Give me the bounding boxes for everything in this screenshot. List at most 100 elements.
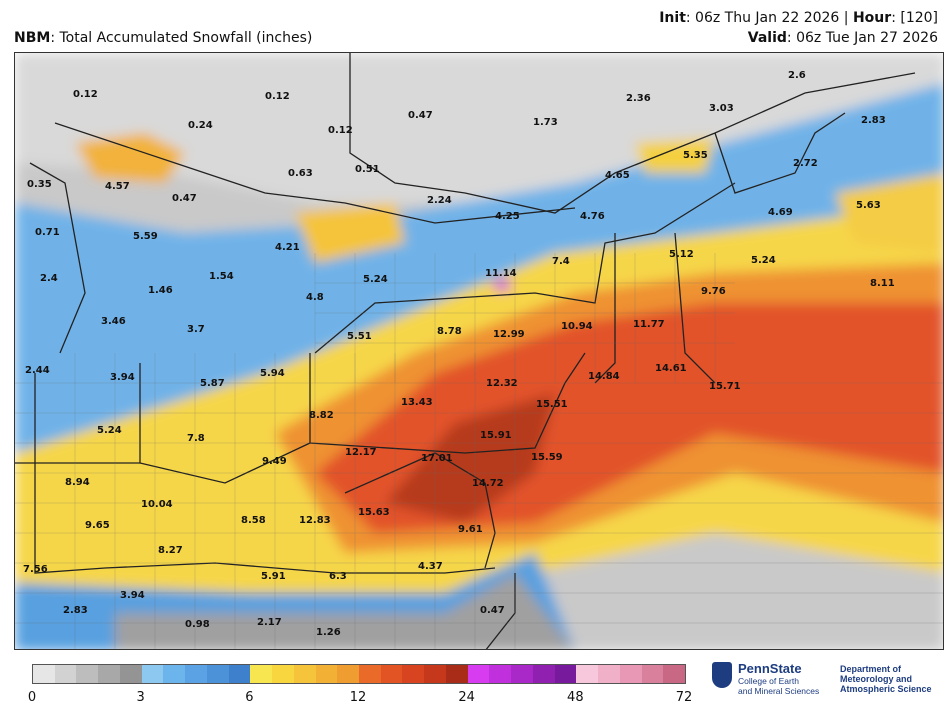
init-value: : 06z Thu Jan 22 2026 |	[685, 10, 853, 26]
value-label: 0.71	[35, 227, 60, 238]
legend-swatch	[554, 665, 577, 683]
pennstate-name: PennState	[738, 661, 802, 676]
value-label: 12.17	[345, 447, 377, 458]
legend-swatch	[33, 665, 55, 683]
value-label: 1.26	[316, 627, 341, 638]
value-labels: 0.12 0.12 0.24 0.12 0.47 1.73 2.36 3.03 …	[23, 70, 895, 638]
legend-swatch	[228, 665, 251, 683]
dept-line-2: Meteorology and	[840, 674, 913, 684]
value-label: 3.46	[101, 316, 126, 327]
pennstate-sub1: College of Earth	[738, 676, 799, 686]
pennstate-sub2: and Mineral Sciences	[738, 686, 820, 696]
legend-swatch	[380, 665, 403, 683]
value-label: 7.8	[187, 433, 205, 444]
value-label: 9.76	[701, 286, 726, 297]
legend-tick-label: 3	[136, 690, 145, 705]
value-label: 5.63	[856, 200, 881, 211]
value-label: 1.54	[209, 271, 234, 282]
value-label: 14.84	[588, 371, 620, 382]
value-label: 4.25	[495, 211, 520, 222]
value-label: 7.56	[23, 564, 48, 575]
value-label: 9.61	[458, 524, 483, 535]
legend-swatch	[98, 665, 120, 683]
run-info: Init: 06z Thu Jan 22 2026 | Hour: [120] …	[659, 8, 938, 48]
value-label: 4.65	[605, 170, 630, 181]
value-label: 17.01	[421, 453, 453, 464]
value-label: 2.6	[788, 70, 806, 81]
legend-swatch	[663, 665, 686, 683]
value-label: 2.36	[626, 93, 651, 104]
value-label: 12.99	[493, 329, 525, 340]
value-label: 15.71	[709, 381, 741, 392]
legend-swatch	[511, 665, 533, 683]
legend-swatch	[119, 665, 142, 683]
county-lines	[15, 253, 943, 649]
dept-line-1: Department of	[840, 664, 902, 674]
valid-label: Valid	[747, 30, 787, 46]
legend-swatch	[641, 665, 664, 683]
legend-swatch	[250, 665, 273, 683]
legend-swatch	[315, 665, 338, 683]
value-label: 1.46	[148, 285, 173, 296]
value-label: 11.14	[485, 268, 517, 279]
value-label: 8.78	[437, 326, 462, 337]
product-name: : Total Accumulated Snowfall (inches)	[50, 30, 313, 46]
value-label: 0.24	[188, 120, 213, 131]
legend-swatch	[206, 665, 229, 683]
value-label: 12.32	[486, 378, 518, 389]
value-label: 3.7	[187, 324, 205, 335]
value-label: 15.59	[531, 452, 563, 463]
value-label: 15.63	[358, 507, 390, 518]
value-label: 14.61	[655, 363, 687, 374]
value-label: 13.43	[401, 397, 433, 408]
legend-swatch	[359, 665, 381, 683]
value-label: 2.4	[40, 273, 58, 284]
value-label: 0.47	[408, 110, 433, 121]
value-label: 0.47	[480, 605, 505, 616]
legend-swatch	[163, 665, 186, 683]
snowfall-map: 0.12 0.12 0.24 0.12 0.47 1.73 2.36 3.03 …	[14, 52, 944, 650]
legend-swatch	[54, 665, 77, 683]
value-label: 5.35	[683, 150, 708, 161]
value-label: 1.73	[533, 117, 558, 128]
nittany-lion-shield-icon	[712, 662, 732, 688]
init-label: Init	[659, 10, 686, 26]
value-label: 11.77	[633, 319, 665, 330]
legend-swatch	[293, 665, 316, 683]
legend-swatch	[619, 665, 642, 683]
legend-tick-label: 72	[675, 690, 693, 705]
value-label: 3.94	[110, 372, 135, 383]
value-label: 4.69	[768, 207, 793, 218]
value-label: 5.87	[200, 378, 225, 389]
legend-swatch	[141, 665, 164, 683]
value-label: 0.98	[185, 619, 210, 630]
value-label: 5.91	[261, 571, 286, 582]
legend-tick-label: 6	[245, 690, 254, 705]
value-label: 0.35	[27, 179, 52, 190]
legend-swatch	[337, 665, 360, 683]
value-label: 4.8	[306, 292, 324, 303]
pennstate-logo: PennState College of Earth and Mineral S…	[712, 662, 819, 696]
value-label: 6.3	[329, 571, 347, 582]
legend-swatch	[489, 665, 512, 683]
value-label: 8.58	[241, 515, 266, 526]
value-label: 14.72	[472, 478, 504, 489]
value-label: 3.03	[709, 103, 734, 114]
value-label: 2.83	[861, 115, 886, 126]
value-label: 8.11	[870, 278, 895, 289]
legend-swatch	[402, 665, 425, 683]
value-label: 0.12	[328, 125, 353, 136]
legend-tick-label: 12	[349, 690, 367, 705]
color-legend	[32, 664, 686, 684]
value-label: 9.49	[262, 456, 287, 467]
value-label: 0.12	[265, 91, 290, 102]
value-label: 15.91	[480, 430, 512, 441]
value-label: 0.51	[355, 164, 380, 175]
map-canvas: 0.12 0.12 0.24 0.12 0.47 1.73 2.36 3.03 …	[15, 53, 943, 649]
legend-swatch	[76, 665, 99, 683]
legend-tick-label: 24	[458, 690, 475, 705]
dept-line-3: Atmospheric Science	[840, 684, 932, 694]
value-label: 5.59	[133, 231, 158, 242]
legend-swatch	[185, 665, 207, 683]
value-label: 12.83	[299, 515, 331, 526]
